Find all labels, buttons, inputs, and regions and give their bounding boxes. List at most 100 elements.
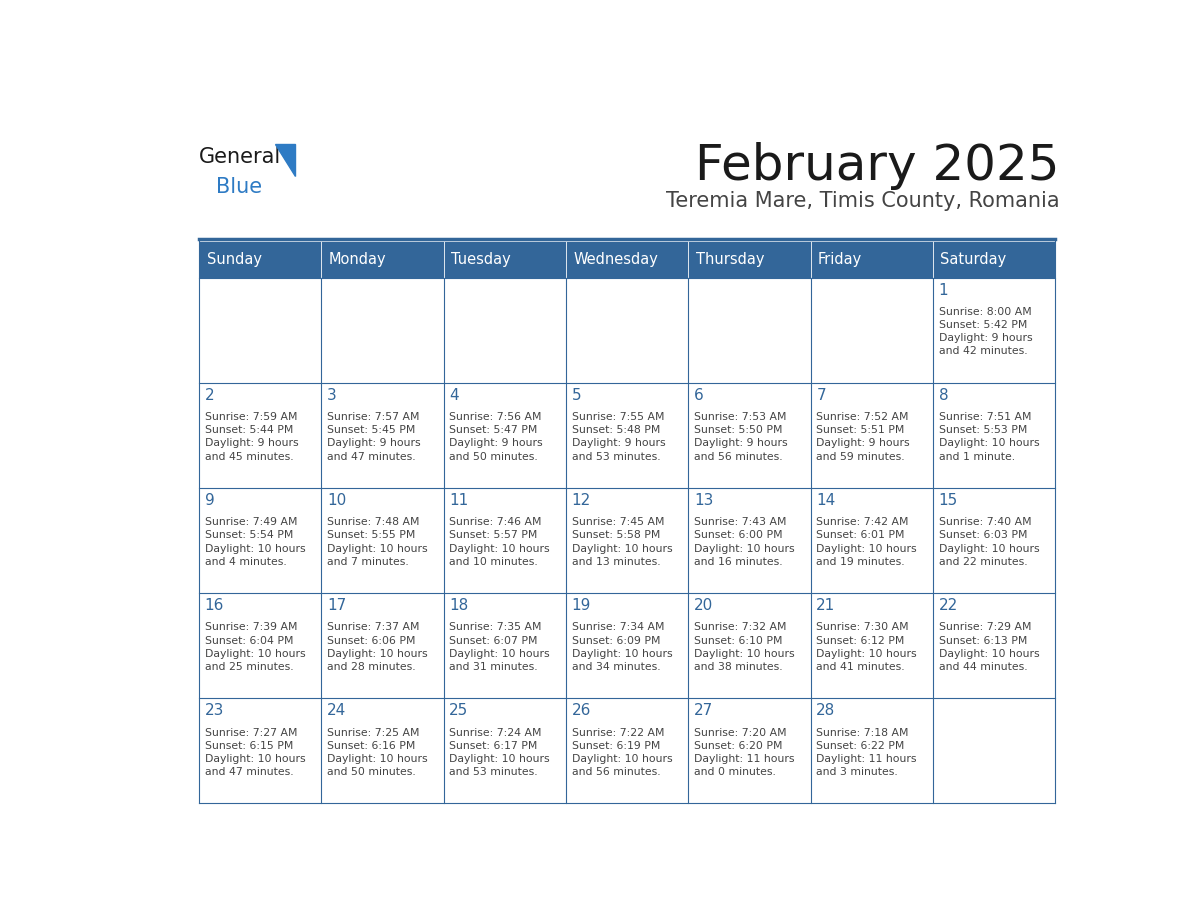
Bar — [688, 277, 810, 383]
Bar — [933, 383, 1055, 487]
Text: Sunrise: 7:49 AM
Sunset: 5:54 PM
Daylight: 10 hours
and 4 minutes.: Sunrise: 7:49 AM Sunset: 5:54 PM Dayligh… — [204, 518, 305, 566]
Text: Tuesday: Tuesday — [451, 252, 511, 267]
Text: Sunrise: 7:29 AM
Sunset: 6:13 PM
Daylight: 10 hours
and 44 minutes.: Sunrise: 7:29 AM Sunset: 6:13 PM Dayligh… — [939, 622, 1040, 672]
Text: 3: 3 — [327, 388, 336, 403]
Bar — [322, 241, 444, 277]
Text: 1: 1 — [939, 284, 948, 298]
Bar — [567, 277, 688, 383]
Bar — [933, 241, 1055, 277]
Bar — [810, 487, 933, 593]
Text: 11: 11 — [449, 493, 468, 509]
Bar — [567, 241, 688, 277]
Text: 21: 21 — [816, 599, 835, 613]
Text: Sunrise: 7:56 AM
Sunset: 5:47 PM
Daylight: 9 hours
and 50 minutes.: Sunrise: 7:56 AM Sunset: 5:47 PM Dayligh… — [449, 412, 543, 462]
Bar — [200, 593, 322, 698]
Text: 15: 15 — [939, 493, 958, 509]
Text: 14: 14 — [816, 493, 835, 509]
Text: Wednesday: Wednesday — [574, 252, 658, 267]
Bar — [200, 698, 322, 803]
Text: General: General — [200, 147, 282, 167]
Text: 28: 28 — [816, 703, 835, 719]
Bar — [933, 593, 1055, 698]
Text: 8: 8 — [939, 388, 948, 403]
Bar — [567, 383, 688, 487]
Bar — [688, 698, 810, 803]
Text: Sunrise: 7:20 AM
Sunset: 6:20 PM
Daylight: 11 hours
and 0 minutes.: Sunrise: 7:20 AM Sunset: 6:20 PM Dayligh… — [694, 728, 795, 777]
Text: Sunrise: 7:37 AM
Sunset: 6:06 PM
Daylight: 10 hours
and 28 minutes.: Sunrise: 7:37 AM Sunset: 6:06 PM Dayligh… — [327, 622, 428, 672]
Text: 25: 25 — [449, 703, 468, 719]
Bar — [810, 383, 933, 487]
Text: Sunrise: 7:40 AM
Sunset: 6:03 PM
Daylight: 10 hours
and 22 minutes.: Sunrise: 7:40 AM Sunset: 6:03 PM Dayligh… — [939, 518, 1040, 566]
Text: Sunrise: 7:32 AM
Sunset: 6:10 PM
Daylight: 10 hours
and 38 minutes.: Sunrise: 7:32 AM Sunset: 6:10 PM Dayligh… — [694, 622, 795, 672]
Text: Sunrise: 7:34 AM
Sunset: 6:09 PM
Daylight: 10 hours
and 34 minutes.: Sunrise: 7:34 AM Sunset: 6:09 PM Dayligh… — [571, 622, 672, 672]
Bar — [810, 593, 933, 698]
Text: 17: 17 — [327, 599, 346, 613]
Text: 10: 10 — [327, 493, 346, 509]
Text: Sunrise: 7:30 AM
Sunset: 6:12 PM
Daylight: 10 hours
and 41 minutes.: Sunrise: 7:30 AM Sunset: 6:12 PM Dayligh… — [816, 622, 917, 672]
Text: 6: 6 — [694, 388, 703, 403]
Text: Teremia Mare, Timis County, Romania: Teremia Mare, Timis County, Romania — [666, 192, 1060, 211]
Text: 24: 24 — [327, 703, 346, 719]
Bar — [810, 241, 933, 277]
Text: 20: 20 — [694, 599, 713, 613]
Bar — [444, 383, 567, 487]
Text: Sunrise: 7:59 AM
Sunset: 5:44 PM
Daylight: 9 hours
and 45 minutes.: Sunrise: 7:59 AM Sunset: 5:44 PM Dayligh… — [204, 412, 298, 462]
Text: 5: 5 — [571, 388, 581, 403]
Bar — [567, 487, 688, 593]
Text: 22: 22 — [939, 599, 958, 613]
Text: 19: 19 — [571, 599, 590, 613]
Bar — [444, 277, 567, 383]
Text: Sunrise: 7:18 AM
Sunset: 6:22 PM
Daylight: 11 hours
and 3 minutes.: Sunrise: 7:18 AM Sunset: 6:22 PM Dayligh… — [816, 728, 917, 777]
Bar — [567, 593, 688, 698]
Text: Sunrise: 7:22 AM
Sunset: 6:19 PM
Daylight: 10 hours
and 56 minutes.: Sunrise: 7:22 AM Sunset: 6:19 PM Dayligh… — [571, 728, 672, 777]
Bar — [567, 698, 688, 803]
Text: Monday: Monday — [329, 252, 386, 267]
Text: 2: 2 — [204, 388, 214, 403]
Text: Sunrise: 7:35 AM
Sunset: 6:07 PM
Daylight: 10 hours
and 31 minutes.: Sunrise: 7:35 AM Sunset: 6:07 PM Dayligh… — [449, 622, 550, 672]
Text: Sunrise: 7:42 AM
Sunset: 6:01 PM
Daylight: 10 hours
and 19 minutes.: Sunrise: 7:42 AM Sunset: 6:01 PM Dayligh… — [816, 518, 917, 566]
Text: 4: 4 — [449, 388, 459, 403]
Text: Thursday: Thursday — [696, 252, 764, 267]
Text: Sunrise: 7:53 AM
Sunset: 5:50 PM
Daylight: 9 hours
and 56 minutes.: Sunrise: 7:53 AM Sunset: 5:50 PM Dayligh… — [694, 412, 788, 462]
Bar — [322, 698, 444, 803]
Text: 26: 26 — [571, 703, 590, 719]
Text: Saturday: Saturday — [941, 252, 1006, 267]
Bar — [810, 277, 933, 383]
Bar — [200, 277, 322, 383]
Bar — [322, 383, 444, 487]
Bar — [200, 241, 322, 277]
Bar — [933, 698, 1055, 803]
Text: Friday: Friday — [819, 252, 862, 267]
Text: Sunrise: 8:00 AM
Sunset: 5:42 PM
Daylight: 9 hours
and 42 minutes.: Sunrise: 8:00 AM Sunset: 5:42 PM Dayligh… — [939, 308, 1032, 356]
Text: 9: 9 — [204, 493, 214, 509]
Bar — [200, 487, 322, 593]
Bar — [688, 593, 810, 698]
Text: 16: 16 — [204, 599, 225, 613]
Bar — [200, 383, 322, 487]
Bar — [444, 698, 567, 803]
Polygon shape — [274, 144, 295, 176]
Text: Sunrise: 7:48 AM
Sunset: 5:55 PM
Daylight: 10 hours
and 7 minutes.: Sunrise: 7:48 AM Sunset: 5:55 PM Dayligh… — [327, 518, 428, 566]
Bar — [444, 593, 567, 698]
Text: Sunrise: 7:27 AM
Sunset: 6:15 PM
Daylight: 10 hours
and 47 minutes.: Sunrise: 7:27 AM Sunset: 6:15 PM Dayligh… — [204, 728, 305, 777]
Text: Sunrise: 7:45 AM
Sunset: 5:58 PM
Daylight: 10 hours
and 13 minutes.: Sunrise: 7:45 AM Sunset: 5:58 PM Dayligh… — [571, 518, 672, 566]
Text: Sunrise: 7:25 AM
Sunset: 6:16 PM
Daylight: 10 hours
and 50 minutes.: Sunrise: 7:25 AM Sunset: 6:16 PM Dayligh… — [327, 728, 428, 777]
Bar — [688, 383, 810, 487]
Text: Sunrise: 7:57 AM
Sunset: 5:45 PM
Daylight: 9 hours
and 47 minutes.: Sunrise: 7:57 AM Sunset: 5:45 PM Dayligh… — [327, 412, 421, 462]
Bar — [933, 277, 1055, 383]
Text: Sunrise: 7:46 AM
Sunset: 5:57 PM
Daylight: 10 hours
and 10 minutes.: Sunrise: 7:46 AM Sunset: 5:57 PM Dayligh… — [449, 518, 550, 566]
Text: 18: 18 — [449, 599, 468, 613]
Text: 27: 27 — [694, 703, 713, 719]
Text: Blue: Blue — [216, 177, 261, 197]
Text: 12: 12 — [571, 493, 590, 509]
Bar — [322, 593, 444, 698]
Text: February 2025: February 2025 — [695, 142, 1060, 190]
Text: 7: 7 — [816, 388, 826, 403]
Text: Sunrise: 7:24 AM
Sunset: 6:17 PM
Daylight: 10 hours
and 53 minutes.: Sunrise: 7:24 AM Sunset: 6:17 PM Dayligh… — [449, 728, 550, 777]
Text: Sunrise: 7:43 AM
Sunset: 6:00 PM
Daylight: 10 hours
and 16 minutes.: Sunrise: 7:43 AM Sunset: 6:00 PM Dayligh… — [694, 518, 795, 566]
Bar — [444, 487, 567, 593]
Text: Sunrise: 7:52 AM
Sunset: 5:51 PM
Daylight: 9 hours
and 59 minutes.: Sunrise: 7:52 AM Sunset: 5:51 PM Dayligh… — [816, 412, 910, 462]
Bar — [444, 241, 567, 277]
Text: Sunday: Sunday — [207, 252, 261, 267]
Bar — [933, 487, 1055, 593]
